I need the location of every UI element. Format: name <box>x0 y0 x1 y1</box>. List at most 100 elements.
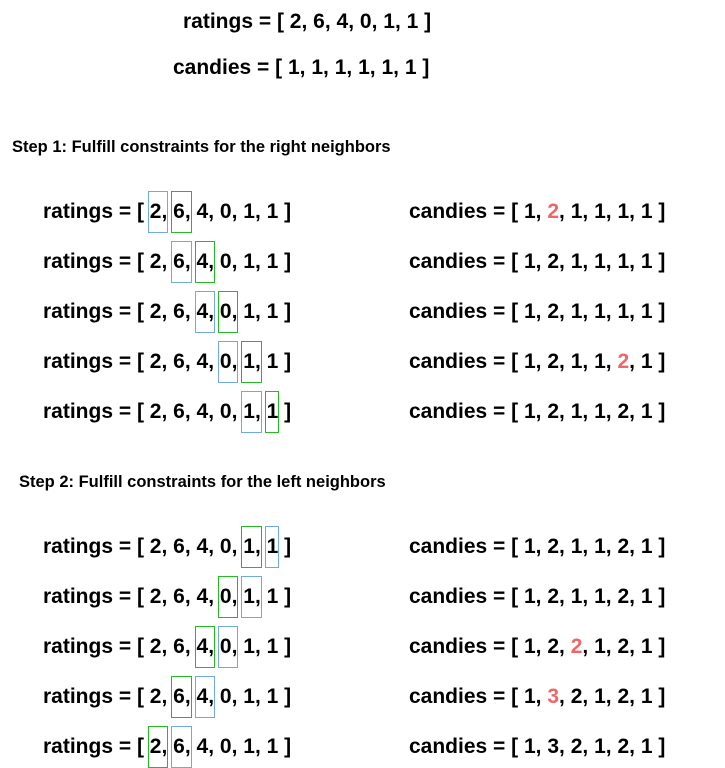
step2-row-4-candies-value-3: 1, <box>594 735 612 759</box>
array-label: candies <box>409 585 488 608</box>
step2-row-3-ratings-value-0: 2, <box>150 685 168 709</box>
array-open-bracket: = [ <box>487 250 524 273</box>
value-text: 1 <box>243 735 255 758</box>
value-text: 1 <box>266 350 279 373</box>
step1-row-1-candies: candies = [ 1, 2, 1, 1, 1, 1 ] <box>409 250 665 274</box>
array-label: ratings <box>183 10 254 33</box>
value-separator: , <box>582 350 589 373</box>
step2-row-1-ratings: ratings = [ 2, 6, 4, 0, 1, 1 ] <box>43 576 292 618</box>
step2-row-4-candies-value-2: 2, <box>571 735 589 759</box>
value-separator: , <box>254 685 261 708</box>
value-text: 1 <box>594 685 606 708</box>
array-close-bracket: ] <box>652 735 666 758</box>
step2-row-4-candies: candies = [ 1, 3, 2, 1, 2, 1 ] <box>409 735 665 759</box>
value-separator: , <box>231 250 238 273</box>
value-text: 0 <box>219 200 232 223</box>
array-close-bracket: ] <box>652 300 666 323</box>
value-text: 0 <box>219 585 232 608</box>
step1-row-1-ratings: ratings = [ 2, 6, 4, 0, 1, 1 ] <box>43 241 291 283</box>
step1-row-4-ratings-value-5: 1 <box>264 391 280 433</box>
value-text: 2 <box>570 685 583 708</box>
value-separator: , <box>231 685 238 708</box>
value-separator: , <box>535 400 542 423</box>
step2-row-4-candies-value-0: 1, <box>524 735 542 759</box>
value-separator: , <box>394 10 401 33</box>
value-separator: , <box>184 250 191 273</box>
step1-row-2-ratings-value-5: 1 <box>267 300 279 324</box>
step2-row-0-ratings-value-2: 4, <box>197 535 215 559</box>
value-separator: , <box>535 350 542 373</box>
array-label: candies <box>409 535 488 558</box>
array-open-bracket: = [ <box>113 535 150 558</box>
value-text: 1 <box>523 350 536 373</box>
value-text: 0 <box>219 400 232 423</box>
step1-row-4-candies-value-1: 2, <box>547 400 565 424</box>
value-text: 2 <box>547 300 560 323</box>
header-ratings-value-2: 4, <box>337 10 355 34</box>
step1-row-0-candies-value-3: 1, <box>594 200 612 224</box>
value-separator: , <box>535 535 542 558</box>
step2-row-1-candies-value-1: 2, <box>547 585 565 609</box>
value-separator: , <box>184 200 191 223</box>
array-close-bracket: ] <box>278 585 292 608</box>
value-separator: , <box>629 250 636 273</box>
value-separator: , <box>231 300 238 323</box>
step2-row-0-candies-value-5: 1 <box>641 535 653 559</box>
value-separator: , <box>605 635 612 658</box>
step1-row-2-ratings-value-2: 4, <box>194 291 216 333</box>
step1-row-3-ratings-value-5: 1 <box>267 350 279 374</box>
header-ratings: ratings = [ 2, 6, 4, 0, 1, 1 ] <box>183 10 431 34</box>
step1-row-1-candies-value-3: 1, <box>594 250 612 274</box>
value-text: 1 <box>570 250 583 273</box>
value-separator: , <box>605 300 612 323</box>
step2-row-2-candies: candies = [ 1, 2, 2, 1, 2, 1 ] <box>409 635 665 659</box>
array-open-bracket: = [ <box>253 10 290 33</box>
step2-row-3-candies-value-0: 1, <box>524 685 542 709</box>
value-separator: , <box>161 250 168 273</box>
value-separator: , <box>605 350 612 373</box>
step1-row-4-ratings-value-4: 1, <box>241 391 262 433</box>
value-separator: , <box>605 250 612 273</box>
value-separator: , <box>559 735 565 758</box>
step2-row-2-ratings-value-5: 1 <box>267 635 279 659</box>
step1-row-3-candies-value-5: 1 <box>641 350 653 374</box>
step1-row-0-candies-value-2: 1, <box>571 200 589 224</box>
value-separator: , <box>208 200 215 223</box>
value-separator: , <box>629 350 636 373</box>
value-text: 2 <box>570 635 583 658</box>
step1-row-4-ratings-value-3: 0, <box>220 400 238 424</box>
value-text: 1 <box>617 200 630 223</box>
array-open-bracket: = [ <box>113 400 150 423</box>
array-label: candies <box>173 56 252 79</box>
step1-row-1-ratings-value-0: 2, <box>150 250 168 274</box>
value-text: 4 <box>336 10 349 33</box>
array-open-bracket: = [ <box>113 350 150 373</box>
value-separator: , <box>184 585 191 608</box>
step2-row-0-ratings-value-5: 1 <box>264 526 280 568</box>
step1-row-1-ratings-value-1: 6, <box>171 241 192 283</box>
step-1-title: Step 1: Fulfill constraints for the righ… <box>12 138 391 156</box>
step1-row-2-ratings-value-3: 0, <box>217 291 239 333</box>
array-close-bracket: ] <box>278 350 292 373</box>
step2-row-2-candies-value-2: 2, <box>571 635 589 659</box>
step2-row-4-ratings-value-5: 1 <box>267 735 279 759</box>
value-text: 2 <box>547 200 560 223</box>
value-text: 1 <box>570 585 583 608</box>
step2-row-4-candies-value-5: 1 <box>641 735 653 759</box>
value-separator: , <box>582 300 589 323</box>
value-text: 2 <box>149 635 162 658</box>
step2-row-1-candies-value-0: 1, <box>524 585 542 609</box>
value-separator: , <box>582 685 589 708</box>
value-separator: , <box>254 635 261 658</box>
step2-row-3-ratings-value-2: 4, <box>194 676 216 718</box>
step1-row-3-candies-value-2: 1, <box>571 350 589 374</box>
value-separator: , <box>208 535 215 558</box>
step2-row-3-ratings-value-1: 6, <box>171 676 192 718</box>
value-text: 2 <box>617 735 630 758</box>
step2-row-1-candies-value-2: 1, <box>571 585 589 609</box>
value-text: 2 <box>570 735 583 758</box>
step1-row-4-candies-value-4: 2, <box>617 400 635 424</box>
value-separator: , <box>559 635 565 658</box>
array-close-bracket: ] <box>652 400 666 423</box>
value-text: 2 <box>547 535 560 558</box>
